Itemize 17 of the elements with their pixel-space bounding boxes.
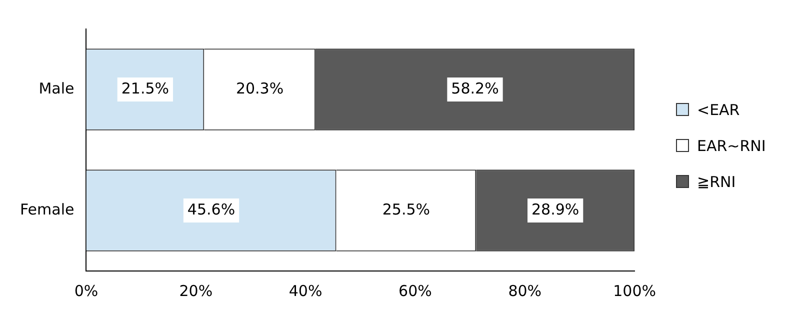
x-tick-label: 0% [74,282,98,300]
x-tick-label: 80% [508,282,542,300]
data-label: 25.5% [382,200,430,218]
data-label: 20.3% [236,79,284,98]
data-label: 58.2% [451,79,499,98]
y-tick-label: Female [20,200,74,218]
x-tick-label: 100% [613,282,656,300]
legend-label: <EAR [697,100,740,118]
data-label: 28.9% [532,200,580,218]
text: EAR~RNI [697,136,766,154]
data-label: 45.6% [187,200,236,218]
x-tick-label: 40% [288,282,322,300]
y-tick-label: Male [38,79,74,98]
x-tick-label: 60% [398,282,432,300]
legend-label: ≧RNI [697,172,736,190]
x-tick-label: 20% [179,282,213,300]
data-label: 21.5% [121,79,170,98]
